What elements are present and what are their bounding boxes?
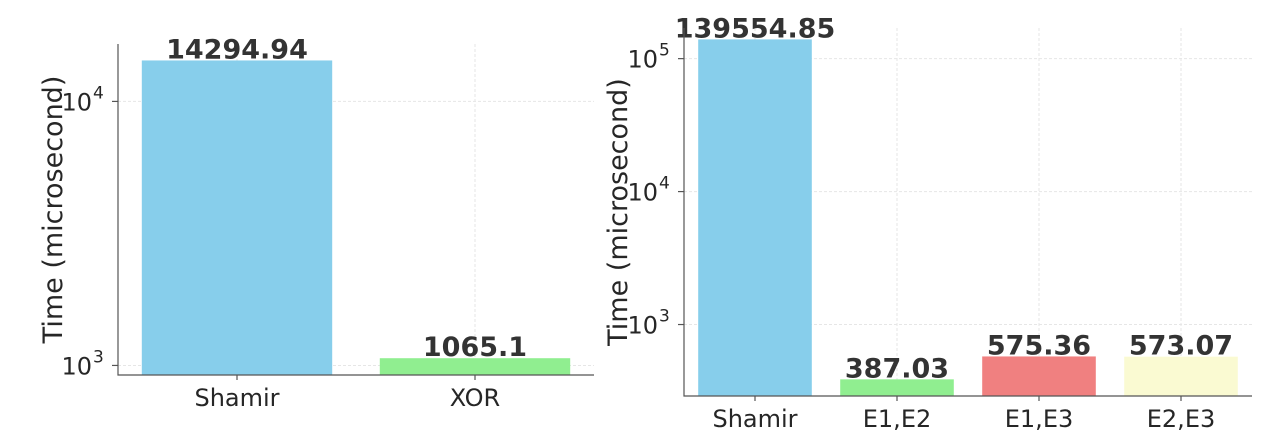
data-label: 14294.94 bbox=[166, 34, 308, 65]
data-label: 573.07 bbox=[1129, 331, 1233, 362]
y-tick-exponent: 3 bbox=[659, 307, 670, 327]
y-tick-exponent: 5 bbox=[659, 41, 670, 61]
y-tick-label: 10 bbox=[627, 312, 658, 340]
data-label: 1065.1 bbox=[423, 332, 527, 363]
data-label: 387.03 bbox=[845, 353, 949, 384]
x-tick-label: E1,E2 bbox=[863, 405, 932, 432]
bar-shamir bbox=[698, 39, 812, 397]
y-tick-label: 10 bbox=[61, 352, 92, 380]
chart-right: 139554.85 Shamir 387.03 E1,E2 575.36 E1,E3 573… bbox=[603, 13, 1252, 432]
bar-shamir bbox=[141, 60, 333, 376]
data-label: 575.36 bbox=[987, 330, 1091, 361]
y-tick-exponent: 4 bbox=[93, 83, 104, 103]
data-label: 139554.85 bbox=[675, 13, 836, 44]
bar-e2-e3 bbox=[1124, 356, 1238, 396]
x-tick-label: E1,E3 bbox=[1005, 405, 1074, 432]
y-axis-label: Time (microsecond) bbox=[38, 76, 69, 345]
bar-xor bbox=[379, 358, 571, 375]
y-axis-label: Time (microsecond) bbox=[603, 78, 634, 347]
bar-e1-e3 bbox=[982, 356, 1096, 396]
axis-spine bbox=[117, 44, 594, 376]
x-tick-label: E2,E3 bbox=[1147, 405, 1216, 432]
x-tick-label: XOR bbox=[450, 384, 500, 412]
y-tick-label: 10 bbox=[627, 179, 658, 207]
y-tick-label: 10 bbox=[627, 46, 658, 74]
y-tick-exponent: 3 bbox=[93, 347, 104, 367]
y-tick-exponent: 4 bbox=[659, 174, 670, 194]
bar-e1-e2 bbox=[840, 379, 954, 396]
axis-spine bbox=[683, 28, 1252, 397]
x-tick-label: Shamir bbox=[712, 405, 797, 432]
y-tick-label: 10 bbox=[61, 88, 92, 116]
x-tick-label: Shamir bbox=[194, 384, 279, 412]
